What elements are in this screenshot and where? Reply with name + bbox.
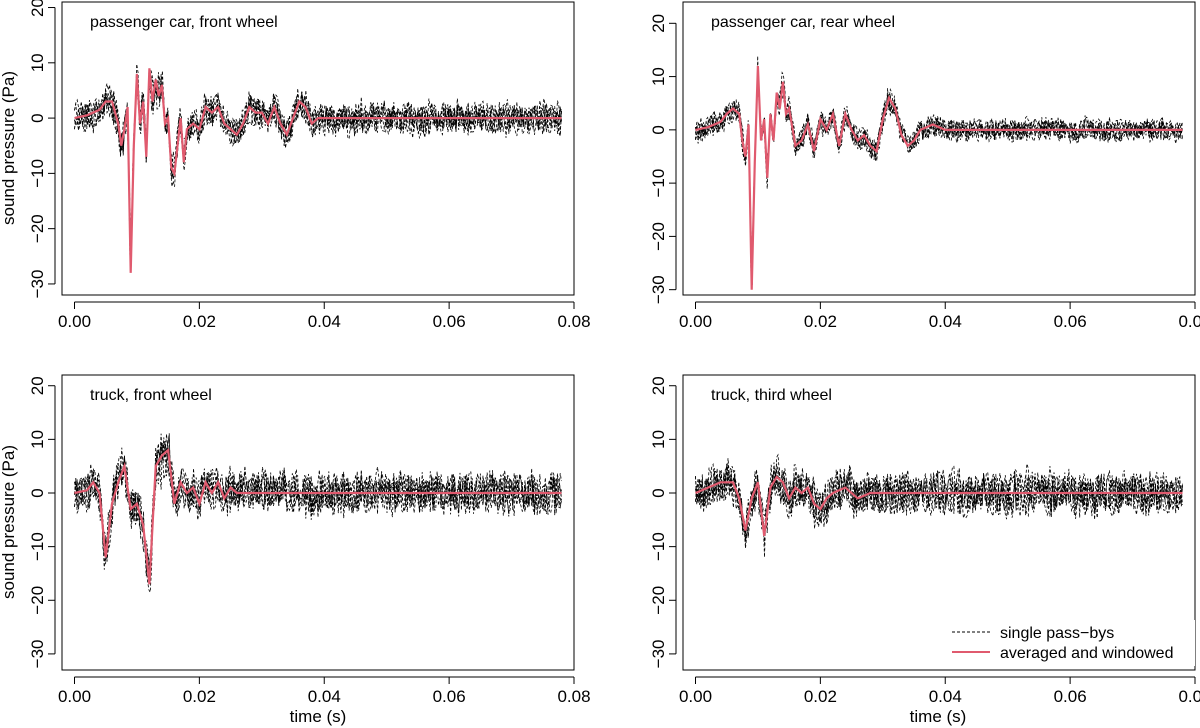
x-tick-label: 0.06 [1054,687,1087,706]
y-tick-label: −30 [28,270,47,299]
y-tick-label: 20 [649,14,668,33]
averaged-windowed-line [695,475,1183,537]
x-tick-label: 0.00 [58,312,91,331]
single-pass-by-line [695,464,1183,537]
x-tick-label: 0.08 [557,687,590,706]
plot-frame [682,1,1196,296]
y-tick-label: 20 [649,376,668,395]
x-axis: 0.00 0.02 0.04 0.06 0.08 [58,676,591,706]
x-tick-label: 0.00 [679,687,712,706]
y-tick-label: 20 [28,376,47,395]
x-tick-label: 0.04 [308,687,341,706]
x-tick-label: 0.00 [58,687,91,706]
x-tick-label: 0.06 [433,687,466,706]
legend-bg [940,620,1195,666]
single-pass-by-line [74,72,562,252]
plot-frame [682,374,1196,671]
plot-frame [61,374,575,671]
single-pass-by-line [74,77,562,255]
x-tick-label: 0.02 [804,687,837,706]
x-tick-label: 0.02 [804,312,837,331]
y-axis-label-truck-front: sound pressure (Pa) [0,445,18,599]
x-tick-label: 0.06 [1054,312,1087,331]
x-tick-label: 0.08 [557,312,590,331]
y-axis-label-car-front: sound pressure (Pa) [0,71,18,225]
legend-label-avg: averaged and windowed [1000,645,1173,662]
panel-title-truck-third: truck, third wheel [711,387,832,404]
x-axis: 0.00 0.02 0.04 0.06 0.08 [679,301,1200,331]
x-axis-label-truck-third: time (s) [910,707,967,726]
y-axis: −30 −20 −10 0 10 20 [649,14,677,304]
single-pass-by-line [74,71,562,254]
legend: single pass−bys averaged and windowed [940,620,1195,666]
y-tick-label: 10 [649,430,668,449]
y-tick-label: 0 [649,125,668,134]
panel-title-car-rear: passenger car, rear wheel [711,14,895,31]
x-tick-label: 0.04 [308,312,341,331]
y-tick-label: −10 [28,159,47,188]
panel-truck-front: truck, front wheel sound pressure (Pa) t… [0,374,591,726]
averaged-windowed-line [695,65,1183,290]
x-tick-label: 0.02 [183,312,216,331]
y-tick-label: 10 [28,53,47,72]
y-tick-label: −20 [28,214,47,243]
single-pass-by-line [695,75,1183,282]
x-axis-label-truck-front: time (s) [290,707,347,726]
panel-car-front: passenger car, front wheel sound pressur… [0,0,591,331]
single-pass-by-line [695,79,1183,286]
y-tick-label: 10 [649,67,668,86]
averaged-windowed-line [74,447,562,585]
single-pass-by-line [695,453,1183,549]
y-tick-label: −10 [649,532,668,561]
x-tick-label: 0.06 [433,312,466,331]
panel-car-rear: passenger car, rear wheel −30 −20 −10 0 10 20… [649,1,1200,331]
y-tick-label: −20 [28,586,47,615]
single-pass-by-line [74,442,562,574]
x-tick-label: 0.04 [929,312,962,331]
x-tick-label: 0.08 [1178,312,1200,331]
y-tick-label: −20 [649,222,668,251]
x-tick-label: 0.04 [929,687,962,706]
x-axis: 0.00 0.02 0.04 0.06 0.08 [679,676,1200,706]
y-tick-label: 20 [28,0,47,17]
single-pass-by-line [74,445,562,576]
y-tick-label: −20 [649,586,668,615]
y-tick-label: −30 [649,639,668,668]
panel-title-car-front: passenger car, front wheel [90,14,278,31]
y-tick-label: −10 [649,169,668,198]
single-pass-by-line [695,77,1183,274]
averaged-windowed-line [74,68,562,273]
y-tick-label: −30 [28,639,47,668]
x-tick-label: 0.02 [183,687,216,706]
y-axis: −30 −20 −10 0 10 20 [28,0,56,299]
y-tick-label: 0 [28,113,47,122]
y-tick-label: 0 [28,488,47,497]
y-tick-label: −10 [28,532,47,561]
y-tick-label: 10 [28,430,47,449]
x-tick-label: 0.08 [1178,687,1200,706]
panel-title-truck-front: truck, front wheel [90,387,212,404]
y-tick-label: −30 [649,275,668,304]
y-tick-label: 0 [649,488,668,497]
plot-frame [61,1,575,296]
panel-truck-third: truck, third wheel time (s) −30 −20 −10 0 10… [649,374,1200,726]
legend-label-single: single pass−bys [1000,625,1114,642]
single-pass-by-line [695,77,1183,280]
x-tick-label: 0.00 [679,312,712,331]
y-axis: −30 −20 −10 0 10 20 [649,376,677,668]
single-pass-by-line [695,463,1183,545]
x-axis: 0.00 0.02 0.04 0.06 0.08 [58,301,591,331]
y-axis: −30 −20 −10 0 10 20 [28,376,56,668]
